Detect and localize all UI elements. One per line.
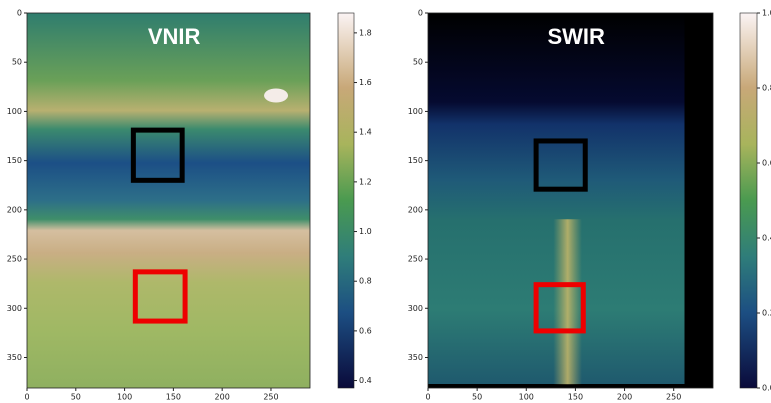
region-box — [533, 138, 588, 192]
region-box — [130, 127, 185, 183]
y-tick-label: 50 — [12, 58, 22, 67]
y-tick-label: 300 — [408, 304, 423, 313]
colorbar — [337, 12, 355, 389]
image-title: VNIR — [148, 24, 201, 49]
image — [27, 13, 310, 388]
y-tick-label: 100 — [7, 107, 22, 116]
region-box — [132, 269, 188, 324]
colorbar-tick-label: 1.4 — [359, 128, 372, 137]
y-tick-label: 250 — [408, 255, 423, 264]
colorbar-tick-label: 1.0 — [762, 9, 771, 18]
y-tick-label: 100 — [408, 107, 423, 116]
y-tick-label: 0 — [17, 9, 22, 18]
x-tick-label: 50 — [71, 393, 81, 402]
image-title: SWIR — [547, 24, 605, 49]
colorbar-tick-label: 0.0 — [762, 384, 771, 393]
y-tick-label: 50 — [413, 58, 423, 67]
colorbar-tick-label: 1.0 — [359, 227, 372, 236]
x-tick-label: 200 — [617, 393, 632, 402]
x-tick-label: 250 — [263, 393, 278, 402]
x-tick-label: 250 — [666, 393, 681, 402]
colorbar-tick-label: 0.4 — [762, 234, 771, 243]
x-tick-label: 100 — [519, 393, 534, 402]
x-tick-label: 0 — [24, 393, 29, 402]
region-box — [533, 282, 586, 334]
x-tick-label: 150 — [166, 393, 181, 402]
image-frame — [26, 12, 311, 389]
x-tick-label: 50 — [472, 393, 482, 402]
image-frame — [427, 12, 714, 389]
y-tick-label: 300 — [7, 304, 22, 313]
x-tick-label: 0 — [425, 393, 430, 402]
colorbar-tick-label: 0.8 — [762, 84, 771, 93]
y-tick-label: 150 — [7, 156, 22, 165]
y-tick-label: 150 — [408, 156, 423, 165]
colorbar-tick-label: 0.6 — [359, 326, 372, 335]
colorbar-tick-label: 0.4 — [359, 376, 372, 385]
x-tick-label: 200 — [215, 393, 230, 402]
colorbar-tick-label: 1.8 — [359, 28, 372, 37]
x-tick-label: 100 — [117, 393, 132, 402]
image-spot — [264, 88, 289, 103]
colorbar-tick-label: 0.6 — [762, 159, 771, 168]
colorbar-tick-label: 1.6 — [359, 78, 372, 87]
y-tick-label: 350 — [408, 353, 423, 362]
image-stripe — [553, 219, 582, 385]
y-tick-label: 250 — [7, 255, 22, 264]
y-tick-label: 200 — [408, 205, 423, 214]
y-tick-label: 200 — [7, 205, 22, 214]
colorbar — [739, 12, 758, 389]
colorbar-tick-label: 0.2 — [762, 309, 771, 318]
y-tick-label: 0 — [418, 9, 423, 18]
x-tick-label: 150 — [568, 393, 583, 402]
y-tick-label: 350 — [7, 353, 22, 362]
colorbar-tick-label: 0.8 — [359, 277, 372, 286]
colorbar-tick-label: 1.2 — [359, 177, 372, 186]
